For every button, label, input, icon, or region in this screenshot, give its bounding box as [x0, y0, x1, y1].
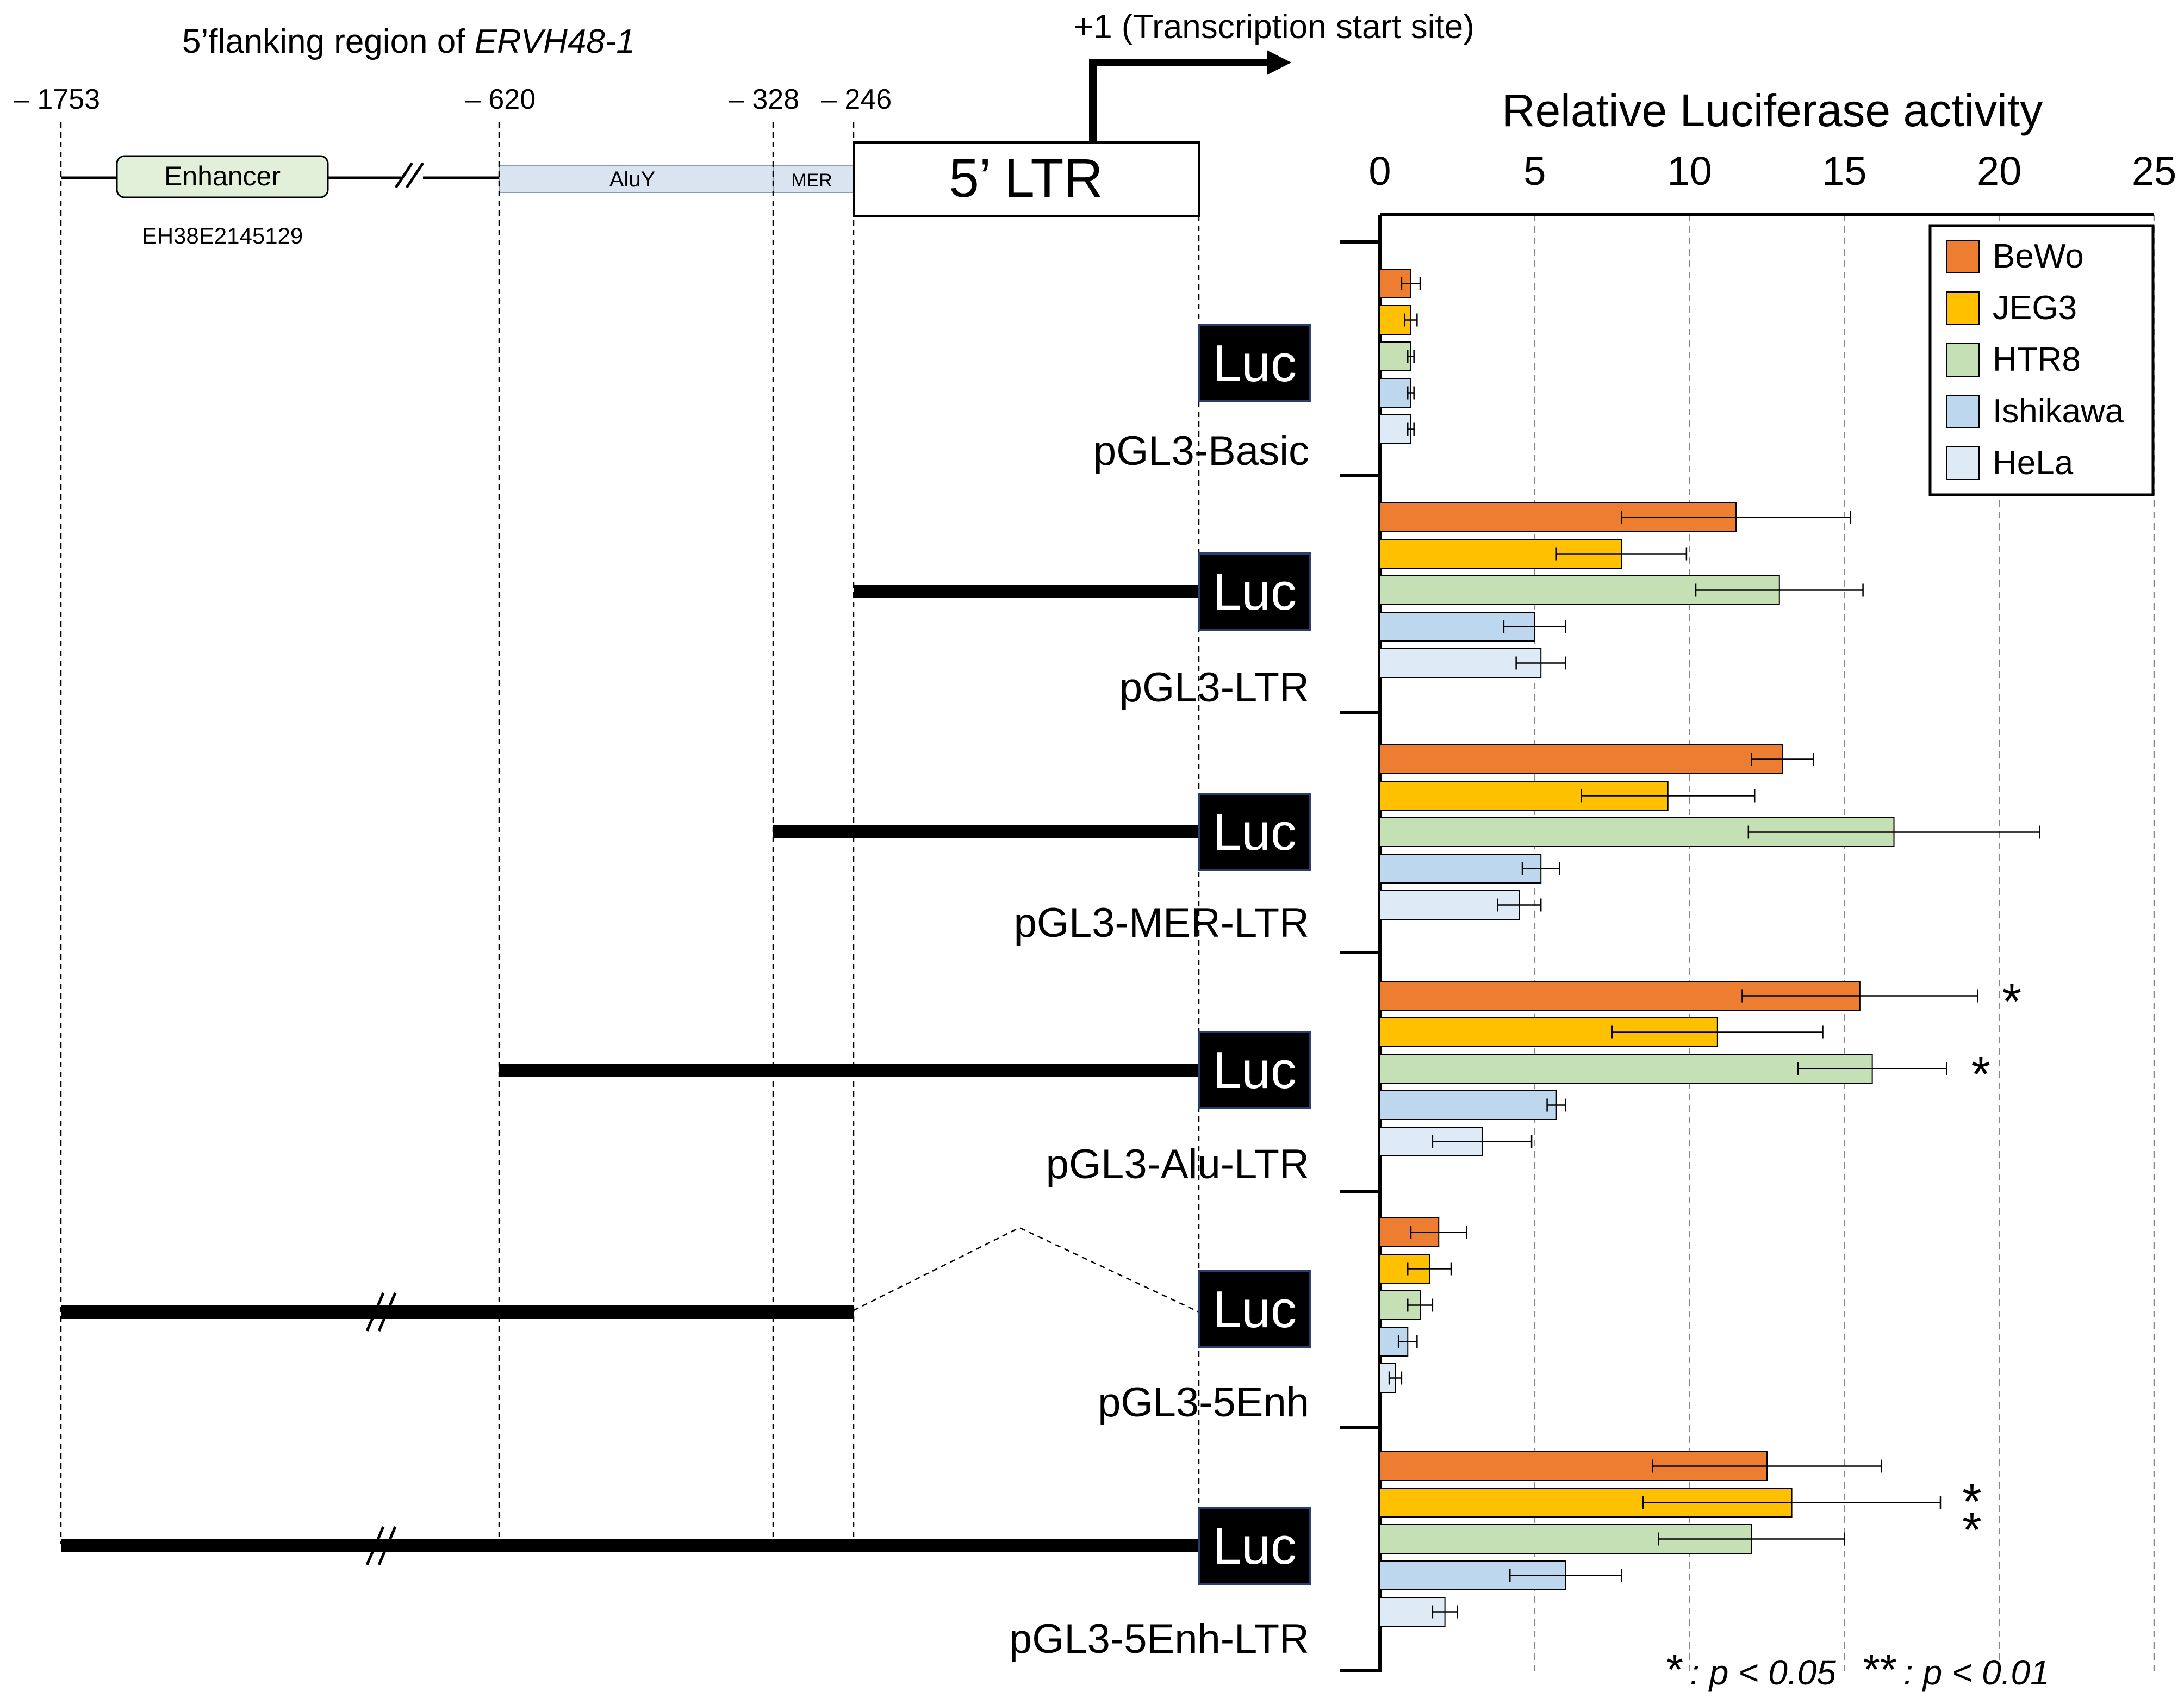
- legend-label: HeLa: [1993, 444, 2074, 482]
- legend-label: HTR8: [1993, 341, 2081, 378]
- legend-label: JEG3: [1993, 289, 2077, 327]
- legend-swatch: [1946, 291, 1980, 325]
- bar: [1379, 1090, 1557, 1120]
- legend-label: BeWo: [1993, 238, 2084, 275]
- construct-label: pGL3-LTR: [1119, 664, 1309, 711]
- ltr-label: 5’ LTR: [949, 148, 1103, 209]
- luc-label: Luc: [1212, 1517, 1297, 1575]
- map-break-icon: [394, 162, 425, 189]
- chart-title: Relative Luciferase activity: [1502, 85, 2043, 136]
- bar: [1379, 648, 1542, 678]
- luc-box: [1198, 324, 1311, 402]
- luc-box: [1198, 1270, 1311, 1348]
- legend-swatch: [1946, 240, 1980, 273]
- bar: [1379, 890, 1520, 920]
- tss-arrow-line: [1089, 59, 1267, 144]
- luc-label: Luc: [1212, 1041, 1297, 1099]
- legend-swatch: [1946, 395, 1980, 428]
- luc-label: Luc: [1212, 563, 1297, 621]
- x-tick-label: 25: [2132, 148, 2176, 194]
- x-tick-label: 0: [1368, 148, 1391, 194]
- significance-mark: * *: [1962, 1475, 1982, 1558]
- ltr-box: [853, 141, 1200, 217]
- construct-label: pGL3-MER-LTR: [1014, 900, 1309, 946]
- legend-label: Ishikawa: [1993, 393, 2124, 430]
- luc-label: Luc: [1212, 803, 1297, 861]
- tss-label: +1 (Transcription start site): [1074, 8, 1474, 46]
- x-tick-label: 20: [1977, 148, 2021, 194]
- legend-swatch: [1946, 343, 1980, 377]
- x-tick-label: 5: [1523, 148, 1546, 194]
- footnote: *: p < 0.05 **: p < 0.01: [1666, 1645, 2050, 1694]
- legend-swatch: [1946, 446, 1980, 480]
- luc-label: Luc: [1212, 1280, 1297, 1339]
- enhancer-id: EH38E2145129: [142, 223, 303, 248]
- bar: [1379, 341, 1411, 371]
- bar: [1379, 378, 1411, 408]
- construct-label: pGL3-5Enh-LTR: [1009, 1616, 1309, 1662]
- break-stroke: [377, 1292, 397, 1332]
- tss-arrowhead-icon: [1267, 50, 1291, 75]
- break-stroke: [365, 1526, 385, 1565]
- bar: [1379, 414, 1411, 444]
- luc-box: [1198, 1507, 1311, 1585]
- position-620: – 620: [465, 84, 536, 115]
- construct-break-icon: [365, 1526, 397, 1565]
- significance-mark: *: [1971, 1047, 1990, 1103]
- x-tick-label: 15: [1822, 148, 1866, 194]
- deletion-line: [853, 1227, 1199, 1313]
- luc-box: [1198, 552, 1311, 631]
- construct-break-icon: [365, 1292, 397, 1332]
- position-246: – 246: [821, 84, 892, 115]
- mer-box: [773, 165, 854, 193]
- enhancer-label: Enhancer: [164, 161, 281, 191]
- position-1753: – 1753: [14, 84, 100, 115]
- construct-label: pGL3-Basic: [1093, 428, 1309, 474]
- region-title: 5’flanking region of ERVH48-1: [182, 23, 635, 60]
- construct-label: pGL3-5Enh: [1098, 1379, 1309, 1426]
- bar: [1379, 744, 1783, 774]
- break-stroke: [365, 1292, 385, 1332]
- break-stroke: [377, 1526, 397, 1565]
- luc-box: [1198, 1031, 1311, 1109]
- significance-mark: *: [2002, 974, 2021, 1030]
- mer-label: MER: [791, 170, 832, 191]
- enhancer-box: [116, 155, 329, 198]
- construct-label: pGL3-Alu-LTR: [1046, 1141, 1309, 1187]
- bar: [1379, 854, 1542, 884]
- luc-box: [1198, 793, 1311, 871]
- position-328: – 328: [729, 84, 799, 115]
- construct-diagrams: Luc pGL3-Basic Luc pGL3-LTR Luc pGL3-MER-LTR L…: [61, 324, 1311, 1662]
- aluy-box: [499, 165, 774, 193]
- luc-label: Luc: [1212, 334, 1297, 393]
- aluy-label: AluY: [609, 167, 656, 191]
- x-tick-label: 10: [1667, 148, 1712, 194]
